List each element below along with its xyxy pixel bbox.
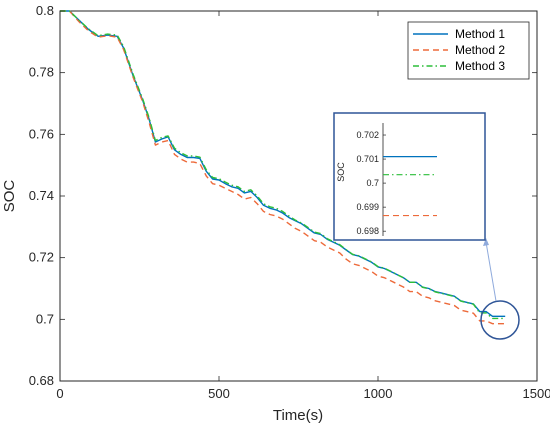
inset-frame	[333, 112, 486, 241]
y-ticks: 0.68 0.7 0.72 0.74 0.76 0.78 0.8	[29, 3, 537, 388]
y-tick-label: 0.78	[29, 65, 54, 80]
series-line-method-2	[60, 10, 506, 325]
x-ticks: 0 500 1000 1500	[56, 11, 550, 401]
main-lines	[60, 10, 506, 325]
inset-y-tick-label: 0.698	[356, 226, 379, 236]
inset-y-axis-label: SOC	[336, 162, 346, 182]
y-tick-label: 0.8	[36, 3, 54, 18]
x-tick-label: 1000	[364, 386, 393, 401]
inset-y-tick-label: 0.702	[356, 130, 379, 140]
y-tick-label: 0.72	[29, 250, 54, 265]
y-tick-label: 0.7	[36, 311, 54, 326]
x-axis-label: Time(s)	[273, 407, 323, 424]
y-axis-label: SOC	[1, 180, 18, 213]
inset-y-tick-label: 0.701	[356, 154, 379, 164]
zoom-arrow-line	[485, 241, 497, 302]
inset-y-tick-label: 0.699	[356, 202, 379, 212]
inset-lines	[383, 156, 437, 217]
x-tick-label: 500	[208, 386, 230, 401]
legend-entry-label: Method 2	[455, 43, 505, 57]
series-line-method-3	[60, 10, 506, 320]
x-tick-label: 0	[56, 386, 63, 401]
y-tick-label: 0.74	[29, 188, 54, 203]
zoom-circle	[480, 300, 520, 340]
legend-entry-label: Method 3	[455, 59, 505, 73]
inset-y-tick-label: 0.7	[366, 178, 379, 188]
inset-y-ticks: 0.698 0.699 0.7 0.701 0.702	[356, 130, 386, 236]
x-tick-label: 1500	[523, 386, 550, 401]
y-tick-label: 0.76	[29, 126, 54, 141]
legend-entry-label: Method 1	[455, 27, 505, 41]
legend: Method 1 Method 2 Method 3	[407, 21, 530, 80]
y-tick-label: 0.68	[29, 373, 54, 388]
inset-plot: 0.698 0.699 0.7 0.701 0.702 SOC	[333, 112, 486, 241]
zoom-marker	[480, 238, 520, 340]
zoom-arrow-head	[483, 238, 489, 246]
